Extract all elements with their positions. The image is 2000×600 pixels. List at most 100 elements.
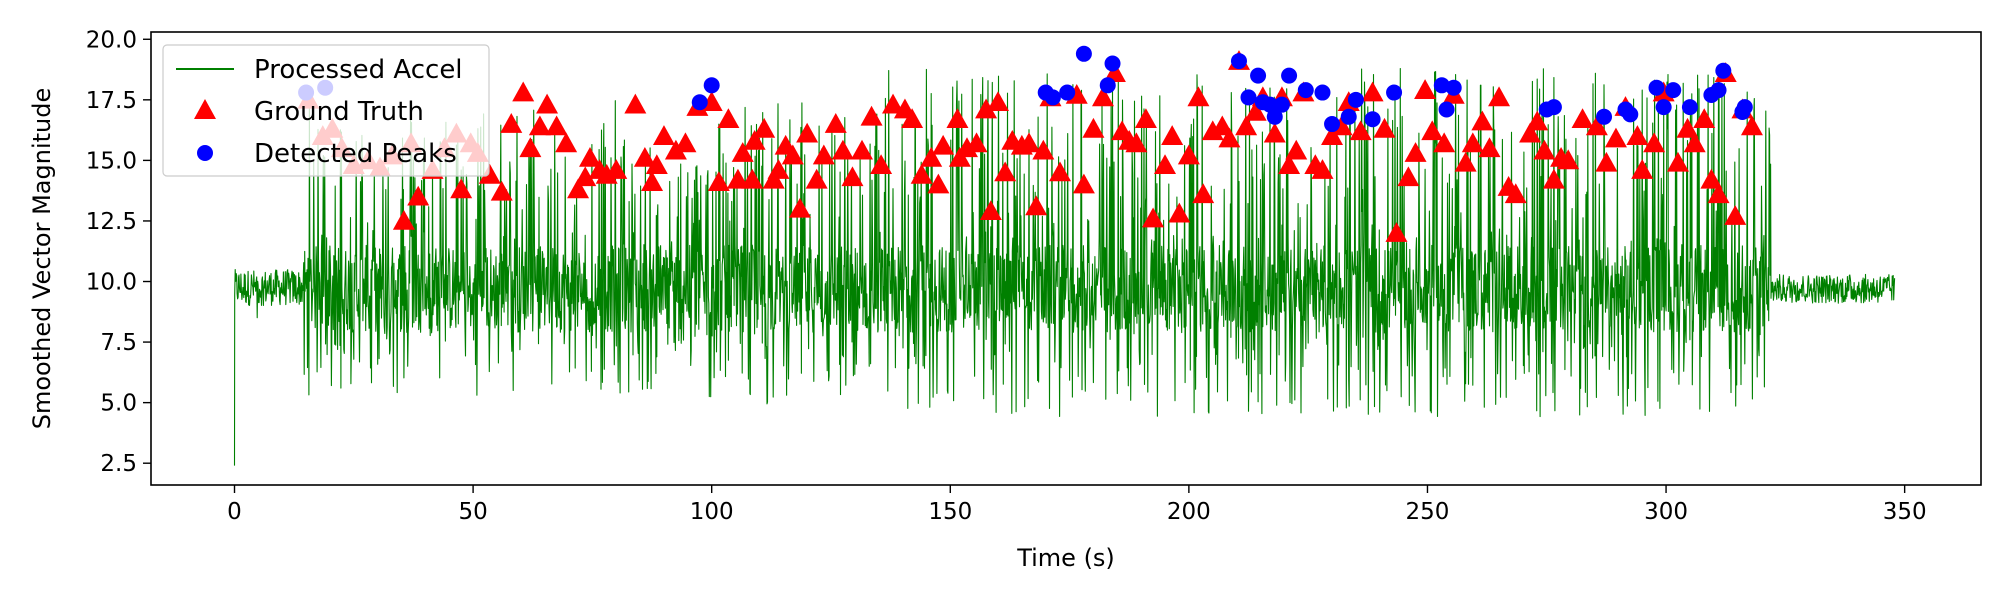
ground-truth-marker [478, 163, 501, 184]
ground-truth-marker [1018, 132, 1041, 153]
detected-peak-marker [1715, 62, 1732, 79]
detected-peak-marker [1324, 116, 1341, 133]
y-axis-ticks: 2.5 5.0 7.5 10.0 12.5 15.0 17.5 20.0 [86, 27, 151, 477]
ground-truth-marker [731, 142, 754, 162]
detected-peak-marker [1340, 108, 1357, 125]
ground-truth-marker [975, 98, 998, 119]
ground-truth-marker [717, 108, 740, 129]
y-tick-label: 15.0 [86, 148, 137, 174]
detected-peak-marker [1545, 99, 1562, 116]
legend-label-detected-peaks: Detected Peaks [254, 139, 457, 169]
ground-truth-marker [1218, 127, 1241, 148]
x-tick-label: 250 [1406, 499, 1450, 525]
ground-truth-marker [994, 161, 1017, 182]
x-tick-label: 350 [1883, 499, 1927, 525]
plot-frame [150, 31, 1982, 486]
detected-peak-marker [1075, 45, 1092, 62]
ground-truth-marker [512, 81, 535, 102]
legend-label-processed-accel: Processed Accel [254, 55, 463, 85]
detected-peak-marker [1433, 77, 1450, 94]
ground-truth-marker [1032, 139, 1055, 160]
ground-truth-marker [767, 159, 790, 179]
detected-peak-marker [1104, 55, 1121, 72]
ground-truth-marker [567, 178, 590, 199]
ground-truth-marker [574, 166, 597, 187]
ground-truth-marker [1542, 168, 1565, 189]
ground-truth-marker [1454, 151, 1477, 172]
ground-truth-marker [528, 115, 551, 136]
ground-truth-marker [1585, 115, 1608, 136]
ground-truth-marker [1072, 173, 1095, 194]
ground-truth-marker [579, 146, 602, 167]
ground-truth-marker [1683, 132, 1706, 153]
ground-truth-marker [831, 139, 854, 160]
y-tick-label: 10.0 [86, 270, 137, 296]
ground-truth-marker [979, 200, 1002, 221]
ground-truth-marker [1471, 110, 1494, 131]
detected-peak-marker [703, 77, 720, 94]
detected-peak-marker [1266, 108, 1283, 125]
ground-truth-marker [624, 93, 647, 114]
x-axis-ticks: 0 50 100 150 200 250 300 350 [227, 485, 1927, 525]
detected-peak-marker [1314, 84, 1331, 101]
ground-truth-marker [1643, 132, 1666, 153]
ground-truth-marker [824, 113, 847, 133]
ground-truth-marker [910, 163, 933, 184]
ground-truth-marker [965, 132, 988, 153]
ground-truth-marker [1700, 168, 1723, 189]
ground-truth-marker [1488, 86, 1511, 107]
ground-truth-marker [841, 166, 864, 187]
ground-truth-marker [1421, 120, 1444, 141]
ground-truth-marker [1414, 79, 1437, 99]
detected-peak-marker [1250, 67, 1267, 84]
ground-truth-marker [1187, 86, 1210, 107]
ground-truth-marker [743, 130, 766, 150]
ground-truth-marker [781, 144, 804, 165]
ground-truth-marker [1211, 115, 1234, 136]
signal-layer [233, 67, 1896, 466]
ground-truth-marker [1192, 183, 1215, 204]
ground-truth-marker [796, 122, 819, 143]
ground-truth-marker [1478, 137, 1501, 158]
ground-truth-marker [1134, 108, 1157, 129]
detected-peak-marker [1665, 82, 1682, 99]
y-tick-label: 12.5 [86, 209, 137, 235]
ground-truth-marker [1161, 125, 1184, 145]
ground-truth-marker [1025, 195, 1048, 216]
ground-truth-marker [1557, 149, 1580, 170]
ground-truth-marker [1461, 132, 1484, 153]
detected-peak-marker [1386, 84, 1403, 101]
ground-truth-marker [1177, 144, 1200, 165]
y-tick-label: 17.5 [86, 88, 137, 114]
ground-truth-marker [1373, 117, 1396, 138]
ground-truth-marker [1278, 154, 1301, 175]
ground-truth-marker [519, 137, 542, 158]
ground-truth-marker [932, 134, 955, 155]
ground-truth-marker [1311, 159, 1334, 179]
detected-peak-marker [1655, 99, 1672, 116]
ground-truth-marker [1349, 120, 1372, 141]
ground-truth-marker [901, 108, 924, 129]
ground-truth-marker [753, 117, 776, 138]
ground-truth-marker [633, 146, 656, 167]
y-axis-label: Smoothed Vector Magnitude [28, 88, 56, 429]
detected-peak-marker [1347, 91, 1364, 108]
ground-truth-marker [1519, 122, 1542, 143]
ground-truth-marker [946, 108, 969, 129]
ground-truth-marker [1049, 161, 1072, 182]
ground-truth-marker [1693, 108, 1716, 129]
ground-truth-marker [1385, 222, 1408, 242]
ground-truth-marker [1091, 86, 1114, 107]
ground-truth-marker [851, 139, 874, 160]
ground-truth-marker [1571, 108, 1594, 129]
ground-truth-marker [1361, 81, 1384, 102]
detected-peak-marker [1438, 101, 1455, 118]
y-tick-label: 2.5 [100, 451, 137, 477]
ground-truth-marker [1666, 151, 1689, 172]
ground-truth-marker [641, 171, 664, 191]
ground-truth-marker [1168, 202, 1191, 223]
x-tick-label: 0 [227, 499, 242, 525]
ground-truth-marker [1397, 166, 1420, 187]
ground-truth-marker [674, 132, 697, 153]
